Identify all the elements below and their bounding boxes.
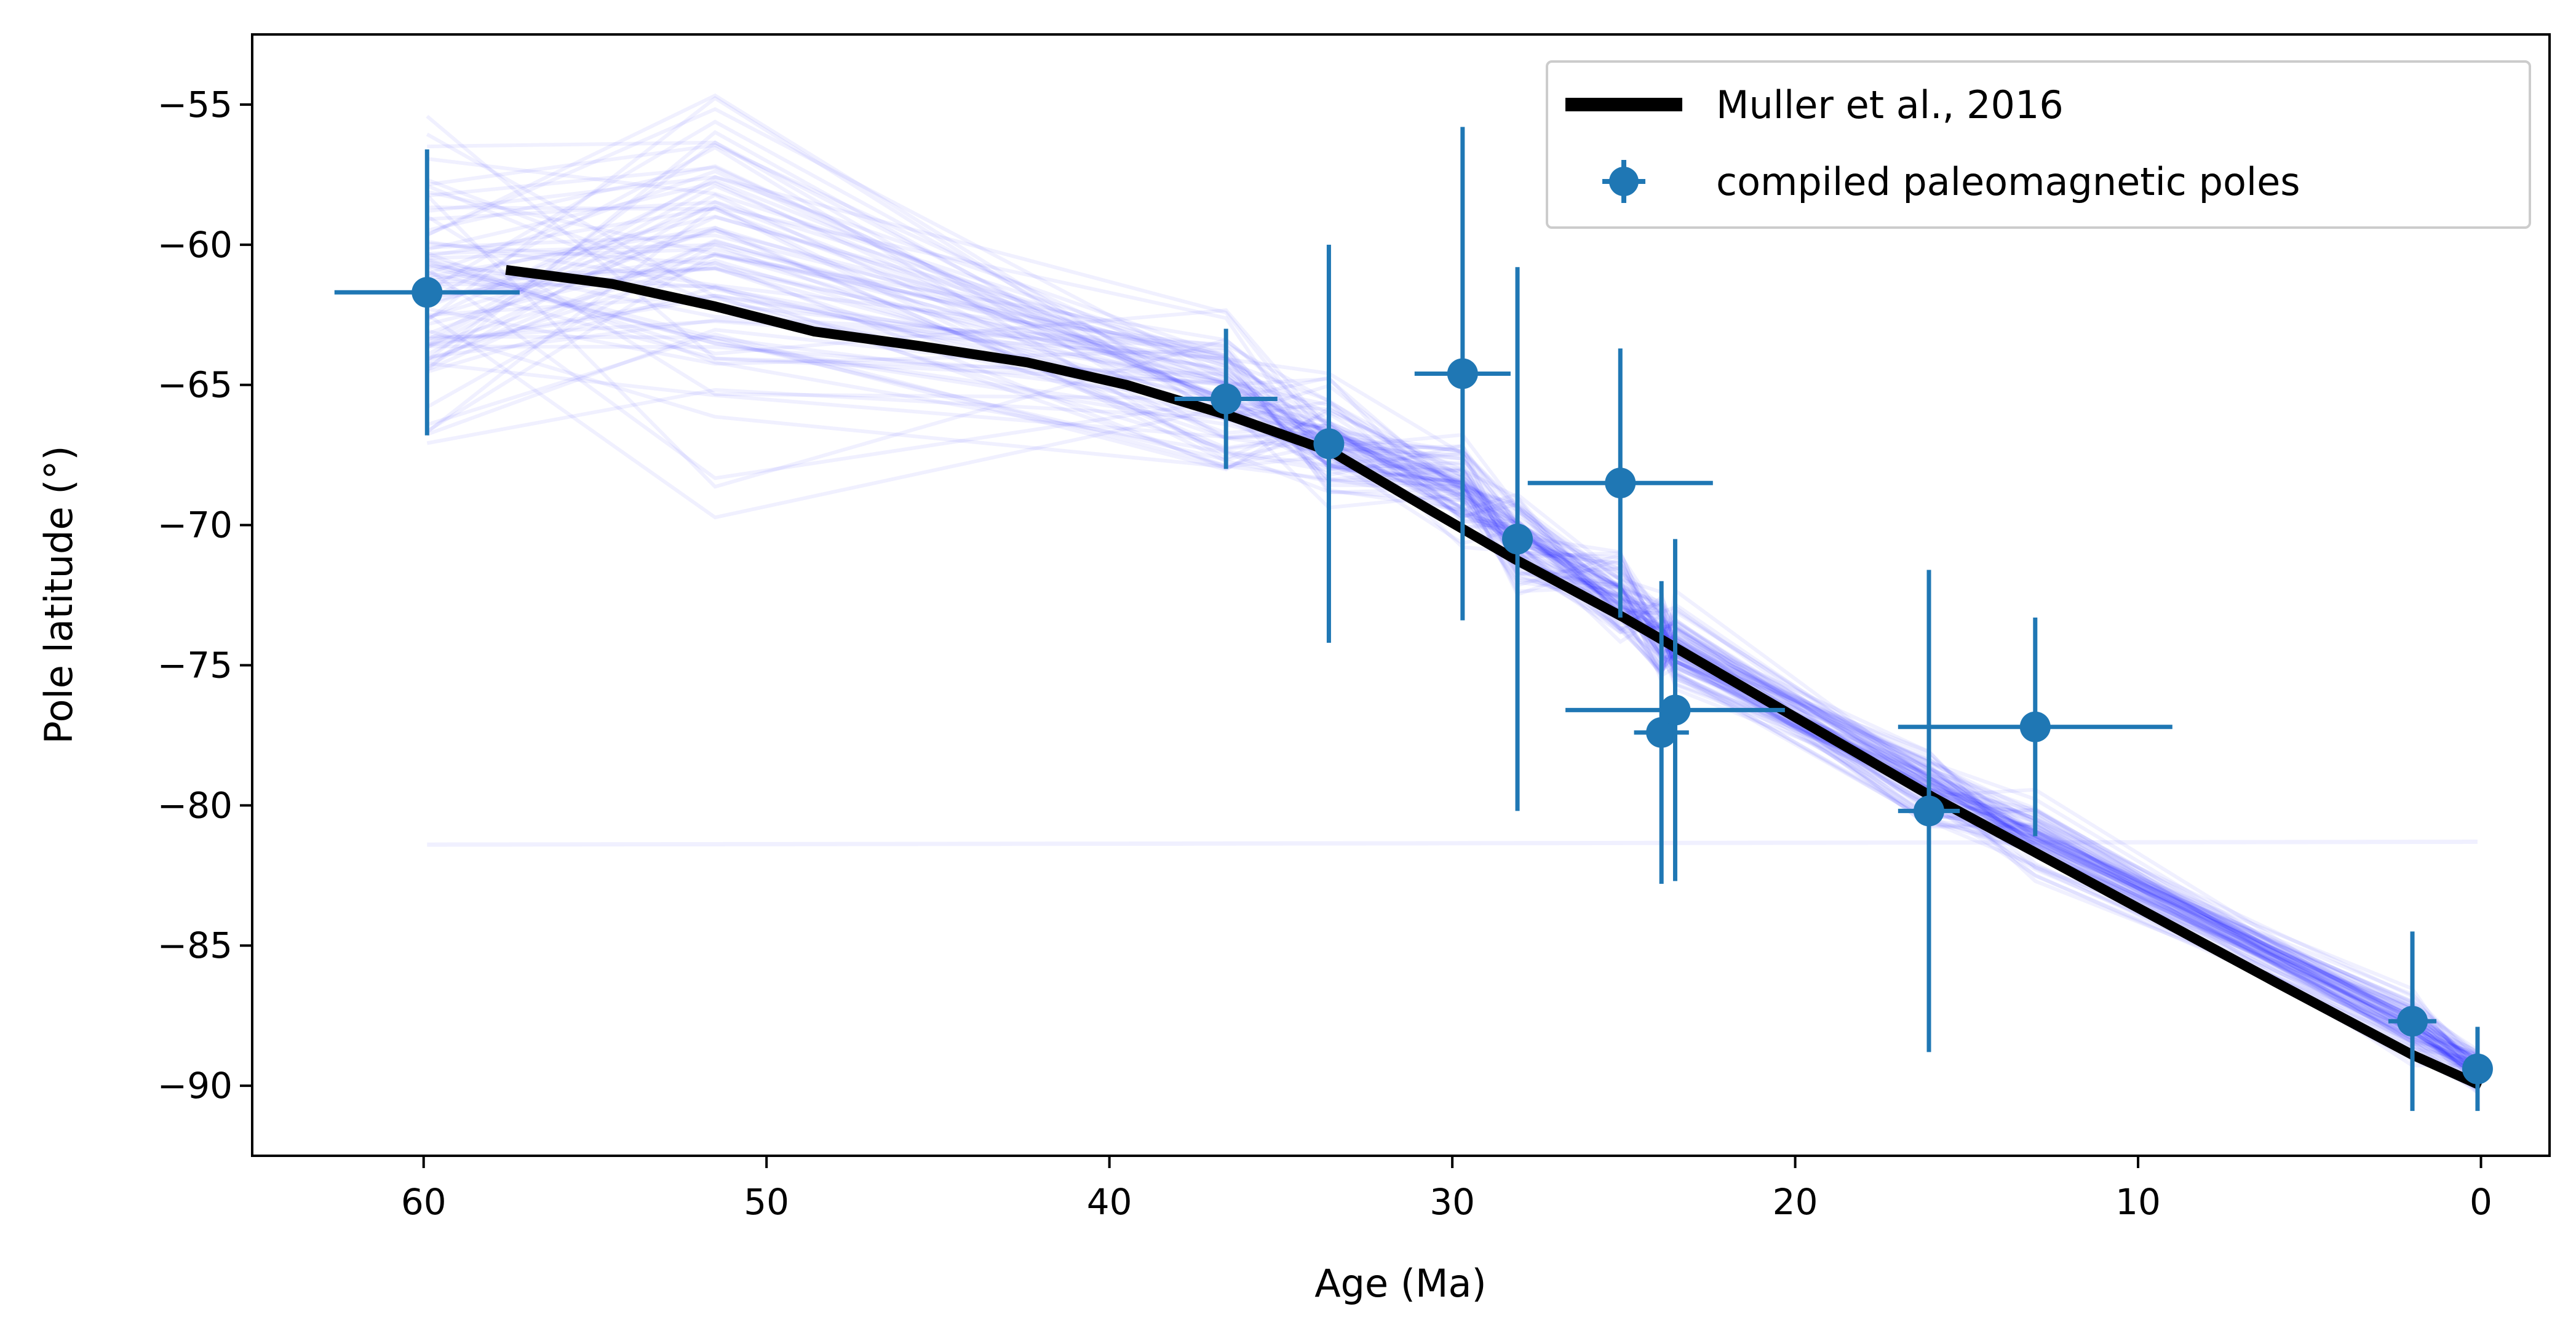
pole-marker xyxy=(1660,694,1691,726)
pole-marker xyxy=(1447,358,1478,389)
legend-model-label: Muller et al., 2016 xyxy=(1716,82,2064,127)
x-tick-label: 30 xyxy=(1429,1181,1475,1223)
x-tick-label: 0 xyxy=(2470,1181,2492,1223)
ensemble-outlier-line xyxy=(427,840,2478,847)
pole-marker xyxy=(1210,383,1242,415)
pole-marker xyxy=(2397,1006,2428,1037)
pole-marker xyxy=(411,277,443,308)
pole-marker xyxy=(1605,467,1636,499)
x-tick-label: 50 xyxy=(744,1181,789,1223)
pole-marker xyxy=(1646,717,1677,748)
legend-poles-marker xyxy=(1609,167,1639,196)
y-tick-label: −60 xyxy=(157,224,233,266)
x-tick-label: 40 xyxy=(1087,1181,1132,1223)
x-tick-label: 20 xyxy=(1773,1181,1818,1223)
y-tick-label: −90 xyxy=(157,1065,233,1107)
model-line xyxy=(505,264,2483,1091)
pole-point xyxy=(1502,267,1533,811)
legend-poles-label: compiled paleomagnetic poles xyxy=(1716,159,2300,204)
model-line-layer xyxy=(505,264,2483,1091)
pole-point xyxy=(1313,244,1345,643)
pole-marker xyxy=(2019,711,2051,742)
pole-point xyxy=(2462,1027,2493,1111)
x-axis-title: Age (Ma) xyxy=(1314,1261,1486,1306)
x-tick-label: 10 xyxy=(2115,1181,2161,1223)
ensemble-outlier xyxy=(427,840,2478,847)
pole-marker xyxy=(1913,795,1944,827)
y-tick-label: −70 xyxy=(157,504,233,546)
y-tick-label: −85 xyxy=(157,924,233,966)
x-tick-label: 60 xyxy=(401,1181,447,1223)
legend: Muller et al., 2016 compiled paleomagnet… xyxy=(1546,60,2531,229)
y-tick-label: −55 xyxy=(157,84,233,125)
y-tick-label: −75 xyxy=(157,644,233,686)
pole-point xyxy=(1898,570,1960,1052)
legend-box xyxy=(1546,60,2531,229)
y-axis: −55 −60 −65 −70 −75 −80 −85 −90 xyxy=(157,84,252,1107)
pole-marker xyxy=(1313,428,1345,459)
pole-point xyxy=(1634,581,1689,884)
poles-layer xyxy=(334,127,2493,1111)
pole-marker xyxy=(2462,1053,2493,1084)
pole-point xyxy=(2388,931,2437,1111)
pole-point xyxy=(1527,348,1713,618)
y-tick-label: −80 xyxy=(157,784,233,826)
pole-marker xyxy=(1502,523,1533,555)
pole-point xyxy=(1898,617,2173,837)
x-axis: 60 50 40 30 20 10 0 xyxy=(401,1156,2492,1223)
pole-point xyxy=(1174,328,1278,469)
pole-point xyxy=(334,149,520,435)
y-tick-label: −65 xyxy=(157,364,233,406)
pole-point xyxy=(1414,127,1511,621)
pole-point xyxy=(1565,539,1785,881)
y-axis-title: Pole latitude (°) xyxy=(36,445,81,744)
plot-frame xyxy=(251,33,2551,1157)
